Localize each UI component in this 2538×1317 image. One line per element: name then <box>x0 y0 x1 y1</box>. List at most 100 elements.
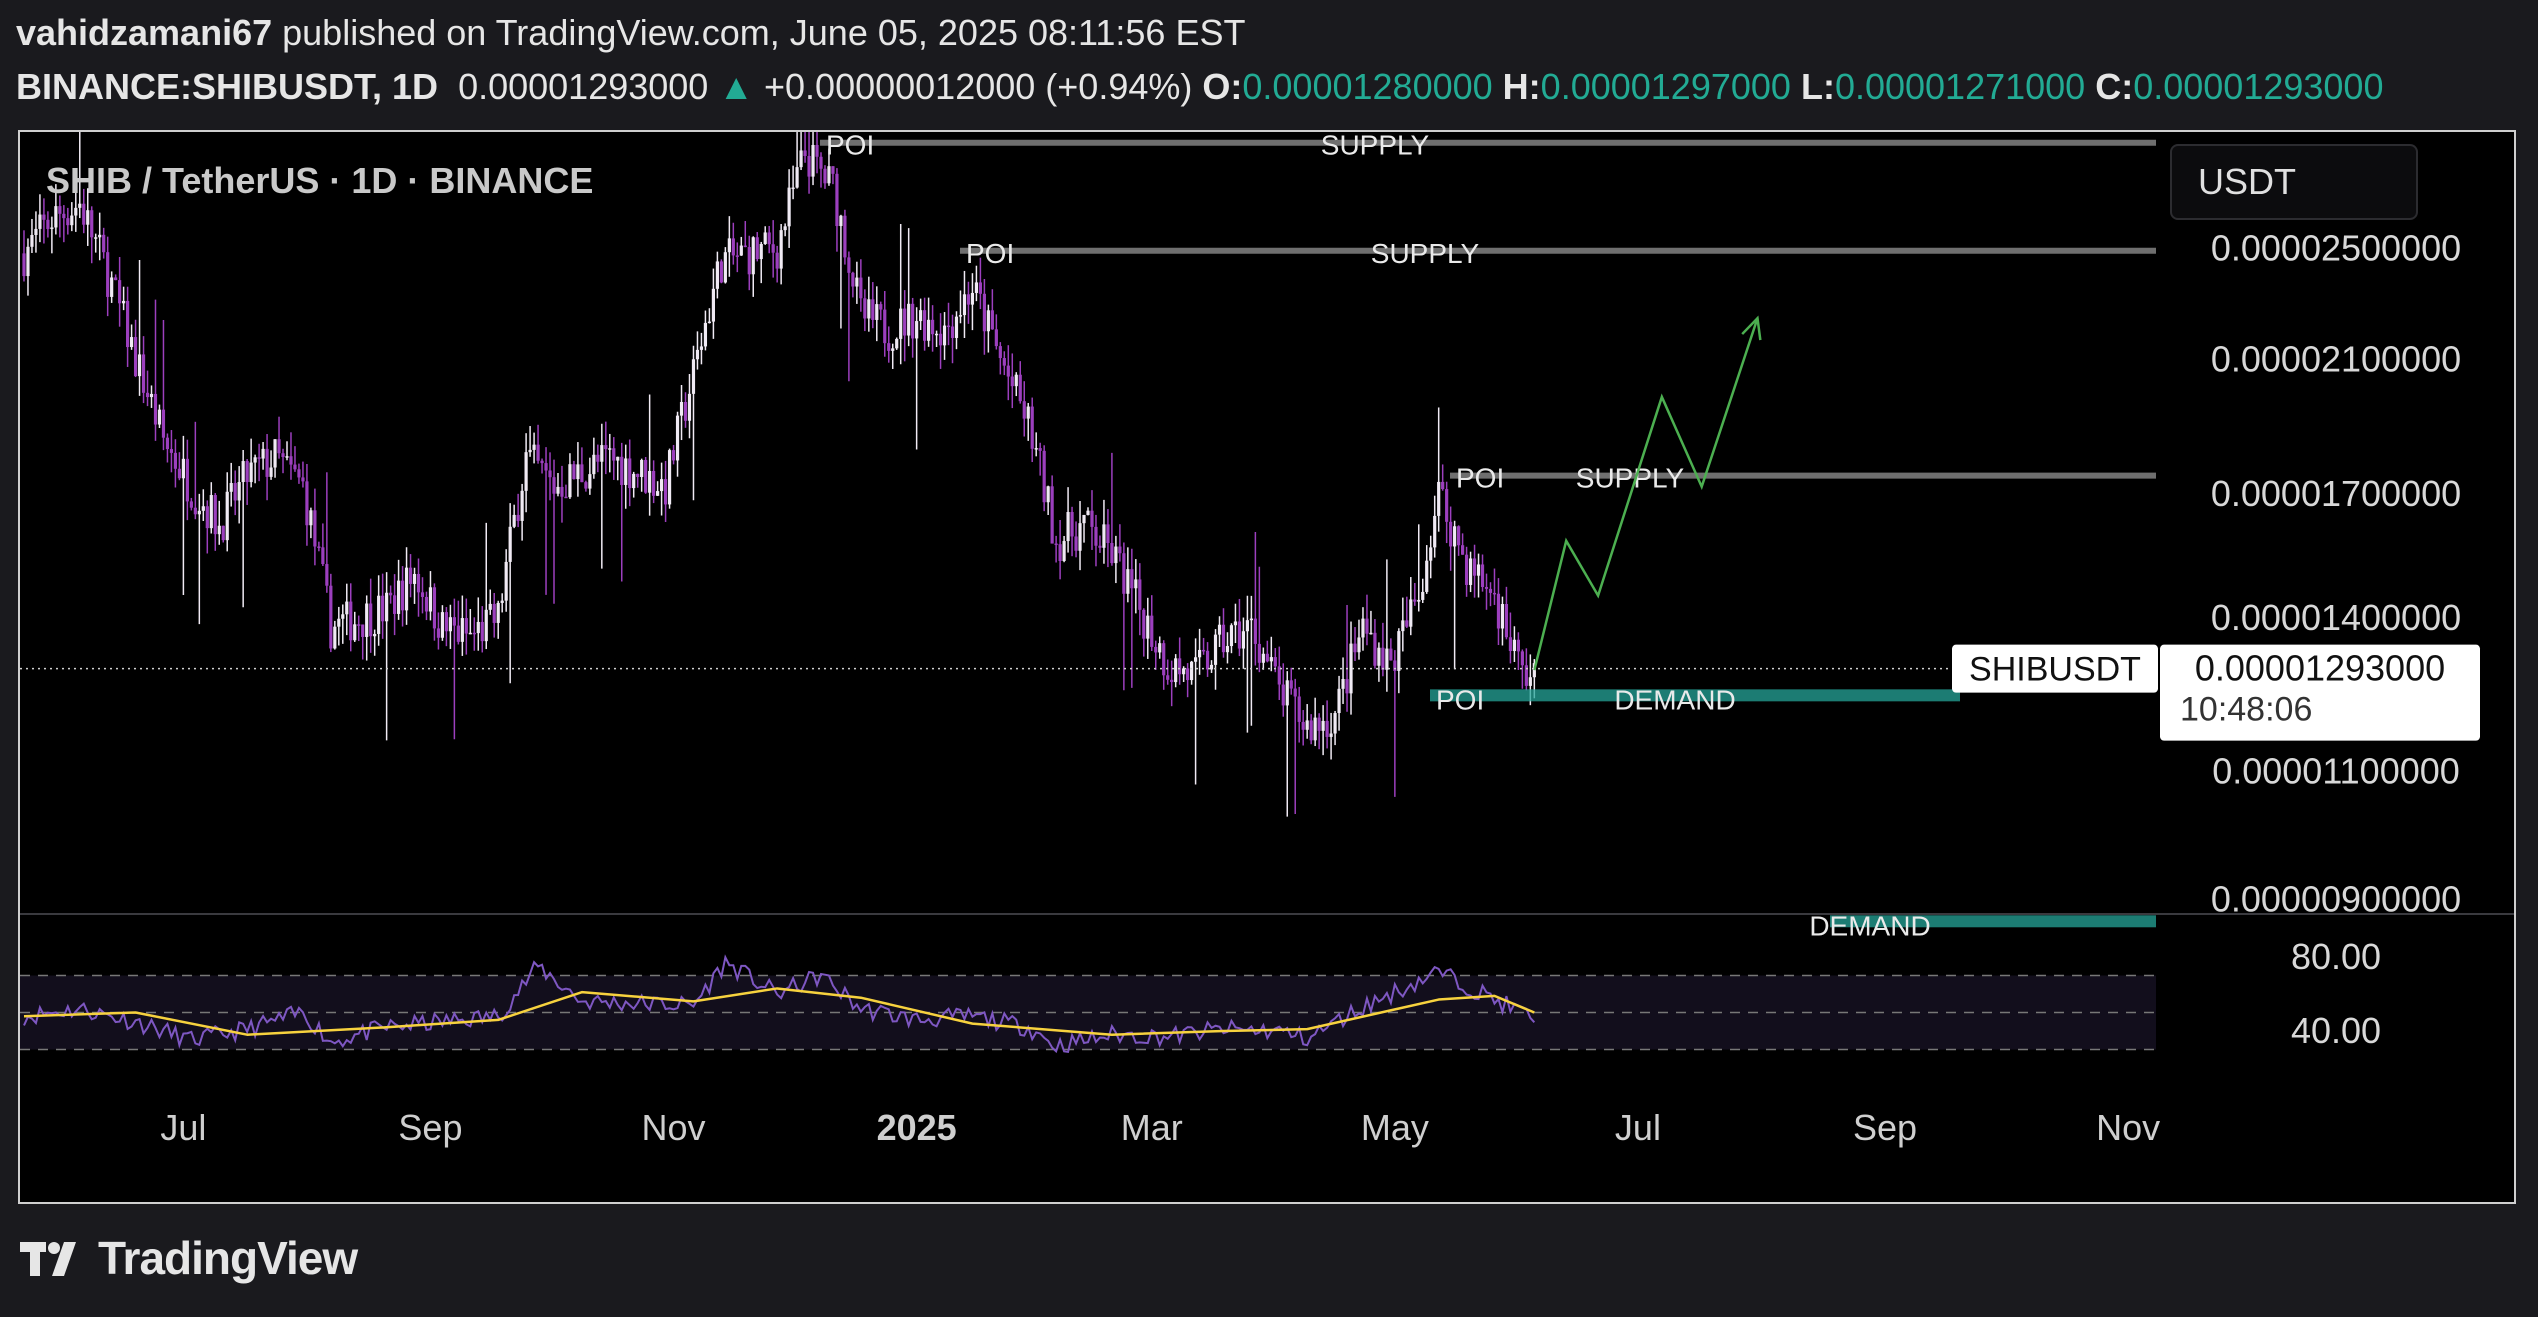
candle <box>707 321 712 324</box>
candle <box>1433 515 1437 548</box>
demand-zone[interactable] <box>1830 915 2156 928</box>
candle <box>436 628 441 638</box>
candle <box>572 464 576 480</box>
candle <box>225 491 229 541</box>
candle <box>628 458 632 489</box>
price-tick-label: 0.00002100000 <box>2211 338 2461 379</box>
candle <box>946 325 951 328</box>
candle <box>1066 512 1070 542</box>
currency-selector[interactable]: USDT <box>2170 144 2418 220</box>
price-badge-value: 0.00001293000 <box>2195 648 2445 689</box>
poi-label: POI <box>1436 684 1484 715</box>
candle <box>269 467 273 477</box>
candle <box>1058 544 1062 561</box>
candle <box>1353 643 1357 653</box>
candle <box>508 526 512 562</box>
candle <box>452 617 456 626</box>
high-label: H: <box>1502 66 1541 107</box>
candle <box>181 458 185 479</box>
candle <box>1197 649 1202 658</box>
rsi-ma-line <box>23 987 1535 1036</box>
candle <box>349 601 353 641</box>
candle <box>253 457 257 463</box>
candle <box>1170 679 1174 683</box>
candle <box>723 252 727 283</box>
candle <box>982 293 986 332</box>
candle <box>325 564 329 586</box>
projection-arrowhead <box>1741 315 1762 341</box>
time-tick-label: Mar <box>1121 1107 1183 1148</box>
candle <box>153 393 158 425</box>
candle <box>30 234 34 247</box>
candle <box>428 587 433 612</box>
candle <box>978 282 983 294</box>
symbol-badge-label: SHIBUSDT <box>1969 651 2141 689</box>
candle <box>1118 546 1122 554</box>
candle <box>911 303 915 339</box>
candle <box>1293 688 1297 697</box>
ohlc-line: BINANCE:SHIBUSDT, 1D 0.00001293000 ▲ +0.… <box>16 66 2383 108</box>
candle <box>42 214 46 220</box>
candle <box>245 461 249 483</box>
candle <box>938 333 943 346</box>
candle <box>114 277 118 281</box>
candle <box>671 450 676 461</box>
candle <box>1405 620 1409 627</box>
candle <box>177 468 182 479</box>
candle <box>189 501 193 508</box>
candle <box>644 459 648 493</box>
candle <box>711 288 716 322</box>
candle <box>556 486 560 494</box>
price-chart-svg[interactable]: POI SUPPLY POI SUPPLY POI SUPPLY POI DEMAND DEMA… <box>20 132 2514 1202</box>
candle <box>345 601 349 615</box>
tradingview-logo[interactable]: TradingView <box>18 1228 358 1288</box>
candle <box>544 463 548 471</box>
candle <box>1193 657 1198 662</box>
candle <box>1114 546 1118 564</box>
candle <box>954 316 959 338</box>
candle <box>1508 637 1513 652</box>
candle <box>584 482 588 489</box>
candle <box>667 450 672 505</box>
candle <box>408 567 413 584</box>
author-name[interactable]: vahidzamani67 <box>16 12 273 53</box>
candle <box>632 473 636 489</box>
candle <box>528 449 532 453</box>
candle <box>1102 524 1106 548</box>
candle <box>612 448 616 461</box>
candle <box>520 490 524 521</box>
candle <box>699 346 704 350</box>
candle <box>763 232 767 244</box>
candle <box>197 510 201 515</box>
candle <box>564 496 568 499</box>
candle <box>1178 658 1182 675</box>
rsi-tick-label: 80.00 <box>2291 936 2381 977</box>
price-tick-label: 0.00001700000 <box>2211 473 2461 514</box>
candle <box>715 261 719 289</box>
candle <box>1409 599 1413 627</box>
candle <box>1453 526 1457 547</box>
candle <box>169 449 174 453</box>
candle <box>580 464 584 483</box>
candle <box>687 393 692 421</box>
chart-frame[interactable]: POI SUPPLY POI SUPPLY POI SUPPLY POI DEMAND DEMA… <box>18 130 2516 1204</box>
close-label: C: <box>2095 66 2134 107</box>
candle <box>209 495 213 529</box>
candle <box>1257 643 1261 663</box>
candle <box>648 470 652 493</box>
candle <box>1014 374 1018 387</box>
candle <box>122 300 126 304</box>
candle <box>1301 721 1305 730</box>
candle <box>237 482 241 501</box>
symbol-badge <box>1952 644 2158 693</box>
candle <box>1253 618 1257 644</box>
candle <box>851 272 855 287</box>
candle <box>883 309 887 344</box>
demand-zone[interactable] <box>1430 689 1960 702</box>
candle <box>1233 621 1238 626</box>
poi-label: POI <box>1456 463 1504 494</box>
candle <box>620 456 624 485</box>
candle <box>381 595 385 622</box>
candle <box>608 448 612 450</box>
candle <box>532 444 536 450</box>
